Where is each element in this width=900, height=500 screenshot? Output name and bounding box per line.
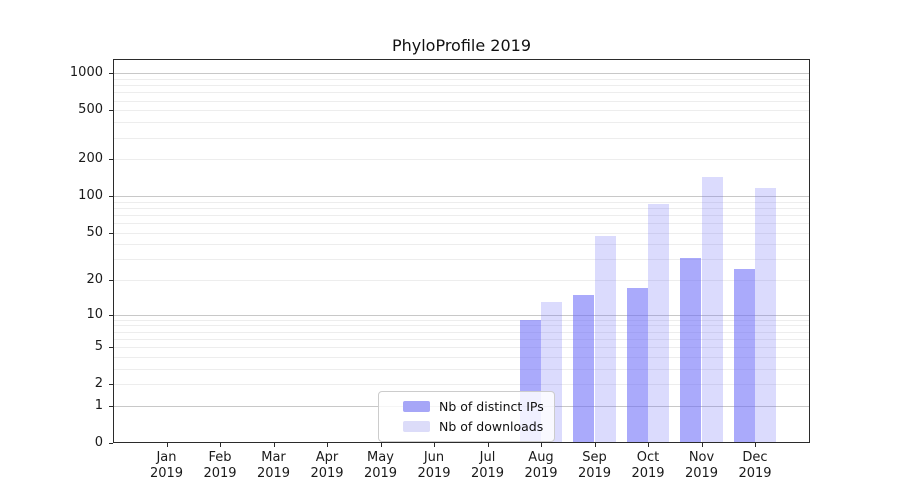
legend-swatch-downloads	[403, 421, 430, 432]
x-tick-mark-jun	[434, 443, 435, 447]
gridline-minor-9	[114, 319, 809, 321]
gridline-minor-40	[114, 244, 809, 246]
x-tick-label-jan: Jan 2019	[149, 450, 184, 481]
gridline-minor-60	[114, 223, 809, 225]
legend-label-distinct-ips: Nb of distinct IPs	[439, 399, 544, 414]
x-tick-mark-oct	[648, 443, 649, 447]
gridline-minor-6	[114, 338, 809, 340]
y-tick-label-100: 100	[78, 188, 103, 204]
gridline-minor-300	[114, 137, 809, 139]
y-tick-mark-50	[109, 232, 113, 234]
y-tick-mark-1000	[109, 73, 113, 75]
gridline-minor-8	[114, 325, 809, 327]
y-tick-mark-5	[109, 347, 113, 349]
x-tick-mark-dec	[755, 443, 756, 447]
y-tick-label-1000: 1000	[69, 65, 103, 81]
x-tick-label-feb: Feb 2019	[203, 450, 237, 481]
legend-label-downloads: Nb of downloads	[439, 419, 544, 434]
gridline-minor-700	[114, 92, 809, 94]
chart-title: PhyloProfile 2019	[391, 36, 532, 55]
y-tick-mark-1	[109, 405, 113, 407]
gridline-minor-200	[114, 159, 809, 161]
gridline-minor-2	[114, 384, 809, 386]
legend-item-downloads: Nb of downloads	[389, 418, 544, 435]
x-tick-label-apr: Apr 2019	[310, 450, 344, 481]
gridline-minor-7	[114, 331, 809, 333]
bar-distinct-ips-dec	[733, 268, 755, 443]
x-tick-label-aug: Aug 2019	[524, 450, 558, 481]
y-tick-mark-2	[109, 384, 113, 386]
gridline-major-1000	[114, 73, 809, 75]
gridline-minor-30	[114, 259, 809, 261]
x-tick-label-oct: Oct 2019	[631, 450, 665, 481]
x-tick-label-mar: Mar 2019	[256, 450, 291, 481]
y-tick-mark-200	[109, 159, 113, 161]
gridline-minor-80	[114, 207, 809, 209]
gridline-major-100	[114, 196, 809, 198]
gridline-minor-4	[114, 356, 809, 358]
x-tick-mark-apr	[327, 443, 328, 447]
gridline-minor-800	[114, 85, 809, 87]
legend: Nb of distinct IPs Nb of downloads	[378, 391, 555, 442]
x-tick-mark-mar	[273, 443, 275, 447]
y-tick-mark-10	[109, 314, 113, 316]
y-tick-label-5: 5	[94, 339, 103, 355]
bar-downloads-dec	[755, 188, 777, 443]
gridline-major-10	[114, 314, 809, 316]
x-tick-mark-may	[380, 443, 382, 447]
gridline-minor-70	[114, 214, 809, 216]
x-tick-label-jul: Jul 2019	[470, 450, 505, 481]
gridline-minor-90	[114, 201, 809, 203]
legend-swatch-distinct-ips	[403, 401, 430, 412]
y-tick-mark-500	[109, 110, 113, 112]
x-tick-label-may: May 2019	[363, 450, 398, 481]
y-tick-mark-100	[109, 196, 113, 198]
x-tick-label-sep: Sep 2019	[577, 450, 612, 481]
x-tick-label-nov: Nov 2019	[684, 450, 719, 481]
x-tick-mark-nov	[701, 443, 703, 447]
y-tick-mark-0	[109, 443, 113, 444]
bar-downloads-sep	[594, 235, 616, 443]
y-tick-label-200: 200	[78, 151, 103, 167]
y-tick-label-50: 50	[86, 224, 103, 240]
x-tick-label-jun: Jun 2019	[417, 450, 451, 481]
x-tick-mark-jul	[487, 443, 489, 447]
bar-downloads-nov	[701, 177, 723, 443]
y-tick-label-10: 10	[86, 306, 103, 322]
x-tick-mark-feb	[220, 443, 221, 447]
legend-item-distinct-ips: Nb of distinct IPs	[389, 398, 544, 415]
gridline-minor-20	[114, 280, 809, 282]
gridline-minor-3	[114, 368, 809, 370]
x-tick-mark-aug	[541, 443, 542, 447]
y-tick-label-20: 20	[86, 272, 103, 288]
bar-distinct-ips-sep	[573, 294, 595, 443]
x-tick-mark-jan	[166, 443, 168, 447]
y-tick-label-2: 2	[94, 376, 103, 392]
x-tick-mark-sep	[594, 443, 596, 447]
gridline-minor-50	[114, 232, 809, 234]
y-tick-label-0: 0	[94, 435, 103, 450]
gridline-minor-500	[114, 110, 809, 112]
gridline-minor-5	[114, 347, 809, 349]
gridline-minor-400	[114, 122, 809, 124]
y-tick-label-500: 500	[78, 102, 103, 118]
bar-downloads-oct	[648, 204, 670, 443]
bar-distinct-ips-nov	[680, 257, 702, 443]
gridline-minor-600	[114, 100, 809, 102]
y-tick-label-1: 1	[94, 397, 103, 413]
x-tick-label-dec: Dec 2019	[738, 450, 772, 481]
gridline-minor-900	[114, 79, 809, 80]
y-tick-mark-20	[109, 280, 113, 282]
bar-distinct-ips-oct	[626, 288, 648, 443]
